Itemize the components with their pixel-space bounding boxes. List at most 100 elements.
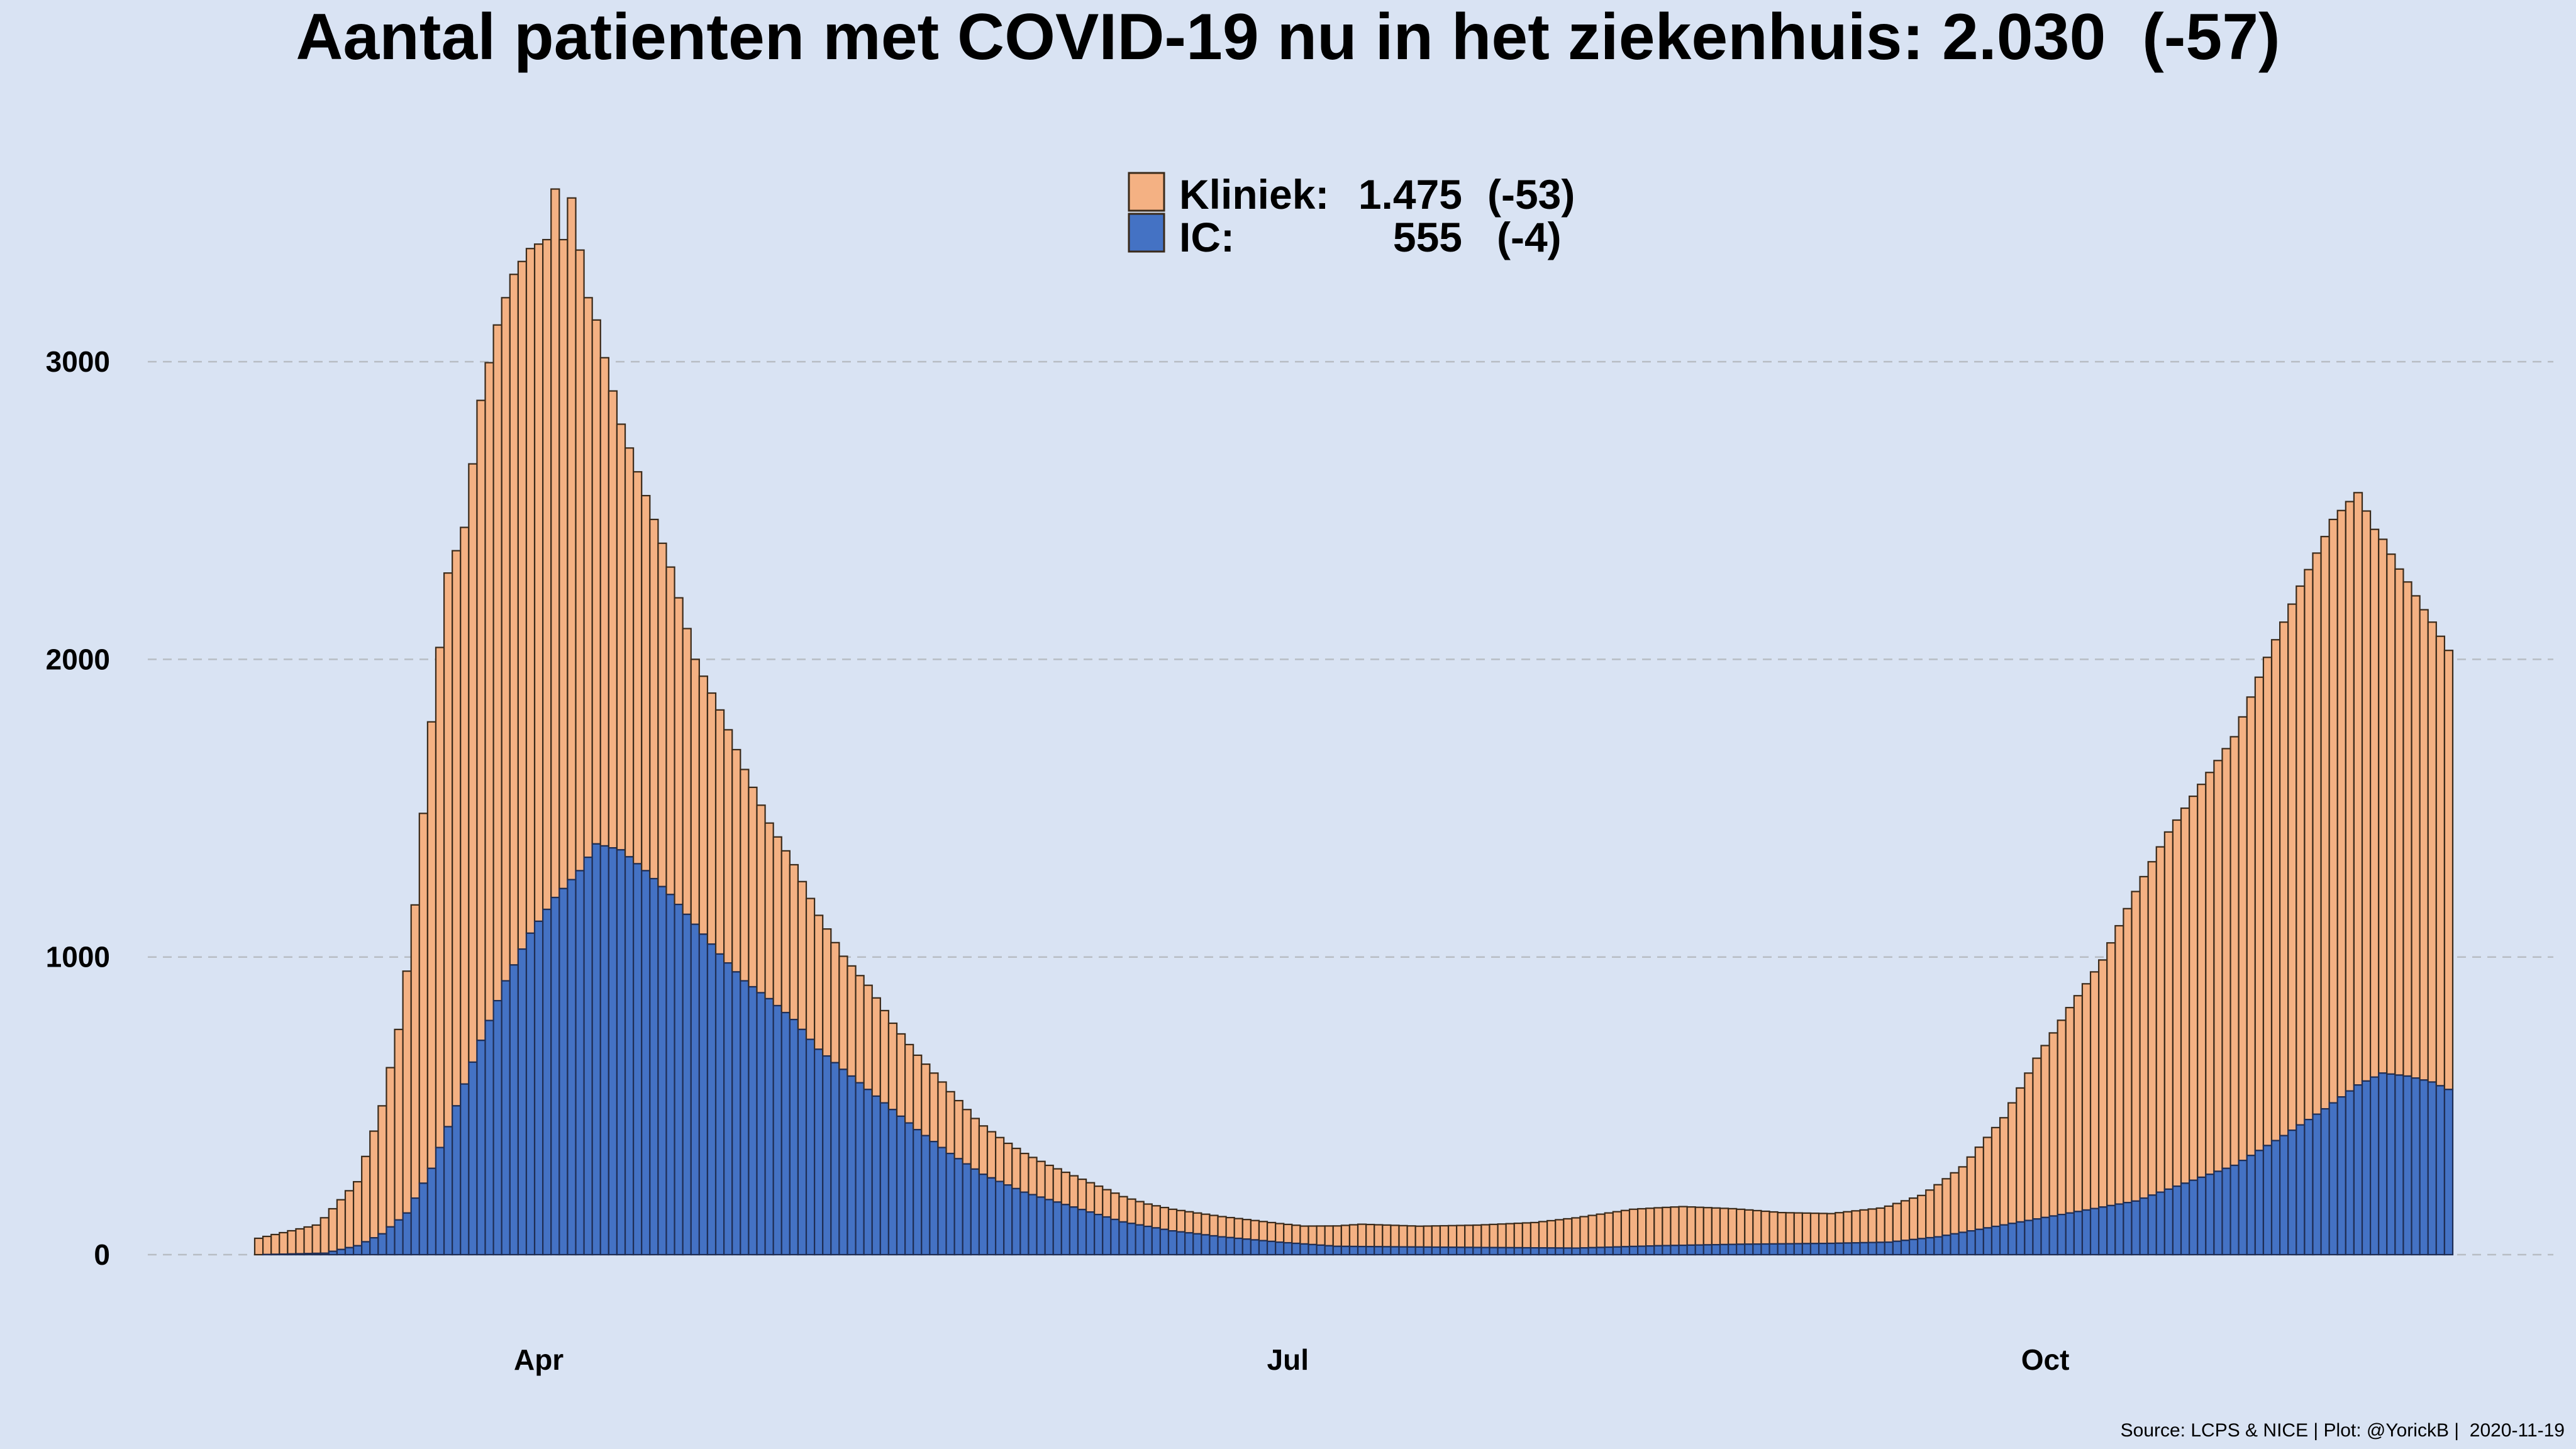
bar-kliniek [599,357,609,847]
bar-ic [1003,1184,1013,1256]
bar-kliniek [1275,1223,1285,1243]
bar-ic [641,870,651,1256]
bar-kliniek [1209,1214,1219,1237]
bar-ic [2287,1130,2297,1256]
bar-ic [1628,1245,1639,1256]
bar-kliniek [1637,1208,1647,1247]
bar-kliniek [2378,538,2388,1074]
bar-kliniek [740,769,750,982]
x-tick-label: Jul [1267,1343,1309,1376]
bar-ic [1678,1244,1688,1256]
bar-kliniek [913,1054,923,1131]
bar-kliniek [970,1118,980,1170]
bar-ic [1818,1243,1828,1256]
bar-kliniek [394,1028,404,1221]
bar-kliniek [1291,1224,1301,1245]
bar-ic [1727,1243,1738,1256]
bar-ic [1604,1246,1614,1256]
bar-ic [945,1152,955,1256]
bar-kliniek [945,1091,955,1155]
bar-kliniek [2040,1045,2050,1218]
bar-kliniek [2246,696,2256,1157]
chart-title: Aantal patienten met COVID-19 nu in het … [296,1,2280,74]
bar-ic [633,863,643,1256]
bar-kliniek [962,1109,972,1165]
bar-ic [2057,1214,2067,1256]
bar-kliniek [904,1043,914,1124]
bar-kliniek [352,1180,363,1246]
bar-kliniek [2443,650,2454,1091]
bar-ic [748,985,758,1256]
bar-kliniek [1513,1222,1523,1249]
bar-ic [822,1055,832,1256]
bar-ic [814,1048,824,1256]
bar-kliniek [657,542,667,887]
bar-ic [1118,1221,1128,1256]
bar-ic [1299,1243,1309,1256]
bar-kliniek [1348,1224,1359,1248]
bar-kliniek [1028,1157,1038,1196]
bar-kliniek [1365,1223,1375,1248]
bar-ic [929,1141,939,1256]
bar-kliniek [1826,1213,1836,1245]
bar-kliniek [863,984,873,1091]
bar-ic [1777,1243,1787,1256]
bar-ic [2197,1176,2207,1256]
bar-kliniek [558,238,569,889]
bar-ic [1711,1244,1721,1256]
bar-kliniek [336,1199,347,1250]
bar-kliniek [1645,1208,1655,1247]
bar-ic [344,1246,355,1256]
bar-ic [558,887,569,1256]
bar-kliniek [1736,1208,1746,1245]
bar-ic [2123,1202,2133,1256]
bar-kliniek [2435,635,2446,1087]
bar-ic [1036,1196,1046,1256]
bar-kliniek [1184,1211,1194,1234]
bar-kliniek [731,748,741,973]
bar-ic [279,1253,289,1256]
bar-ic [1348,1245,1359,1256]
bar-ic [1406,1246,1416,1256]
bar-kliniek [1233,1218,1243,1240]
bar-kliniek [2328,518,2338,1104]
bar-kliniek [756,804,766,994]
bar-kliniek [2370,528,2380,1078]
bar-kliniek [1604,1212,1614,1248]
bar-kliniek [1266,1221,1277,1243]
bar-ic [1159,1228,1170,1256]
bar-kliniek [1801,1212,1812,1245]
bar-ic [1990,1225,2001,1256]
bar-kliniek [525,248,536,934]
bar-ic [328,1250,338,1256]
bar-kliniek [1324,1225,1334,1246]
bar-ic [1094,1214,1104,1256]
bar-kliniek [2098,959,2108,1208]
bar-kliniek [1044,1164,1054,1201]
legend-swatch-ic [1128,213,1165,253]
bar-kliniek [1777,1211,1787,1245]
bar-ic [460,1083,470,1256]
bar-ic [913,1129,923,1256]
bar-kliniek [575,249,585,872]
bar-kliniek [1340,1224,1351,1247]
bar-ic [1241,1238,1252,1256]
bar-ic [624,856,635,1256]
bar-ic [1184,1232,1194,1256]
bar-kliniek [435,647,445,1148]
bar-kliniek [2320,536,2330,1110]
legend-change-kliniek: (-53) [1487,171,1575,218]
bar-ic [1892,1240,1902,1256]
bar-ic [2189,1179,2199,1256]
bar-ic [2296,1124,2306,1256]
bar-ic [921,1135,931,1256]
bar-ic [1579,1247,1589,1256]
bar-kliniek [1102,1189,1112,1218]
legend-value-ic: 555 [1393,214,1462,260]
bar-ic [1941,1235,1951,1256]
bar-kliniek [665,566,675,896]
bar-ic [1143,1225,1153,1256]
y-tick-label: 1000 [46,941,110,974]
bar-ic [1768,1243,1779,1256]
bar-kliniek [287,1230,297,1255]
